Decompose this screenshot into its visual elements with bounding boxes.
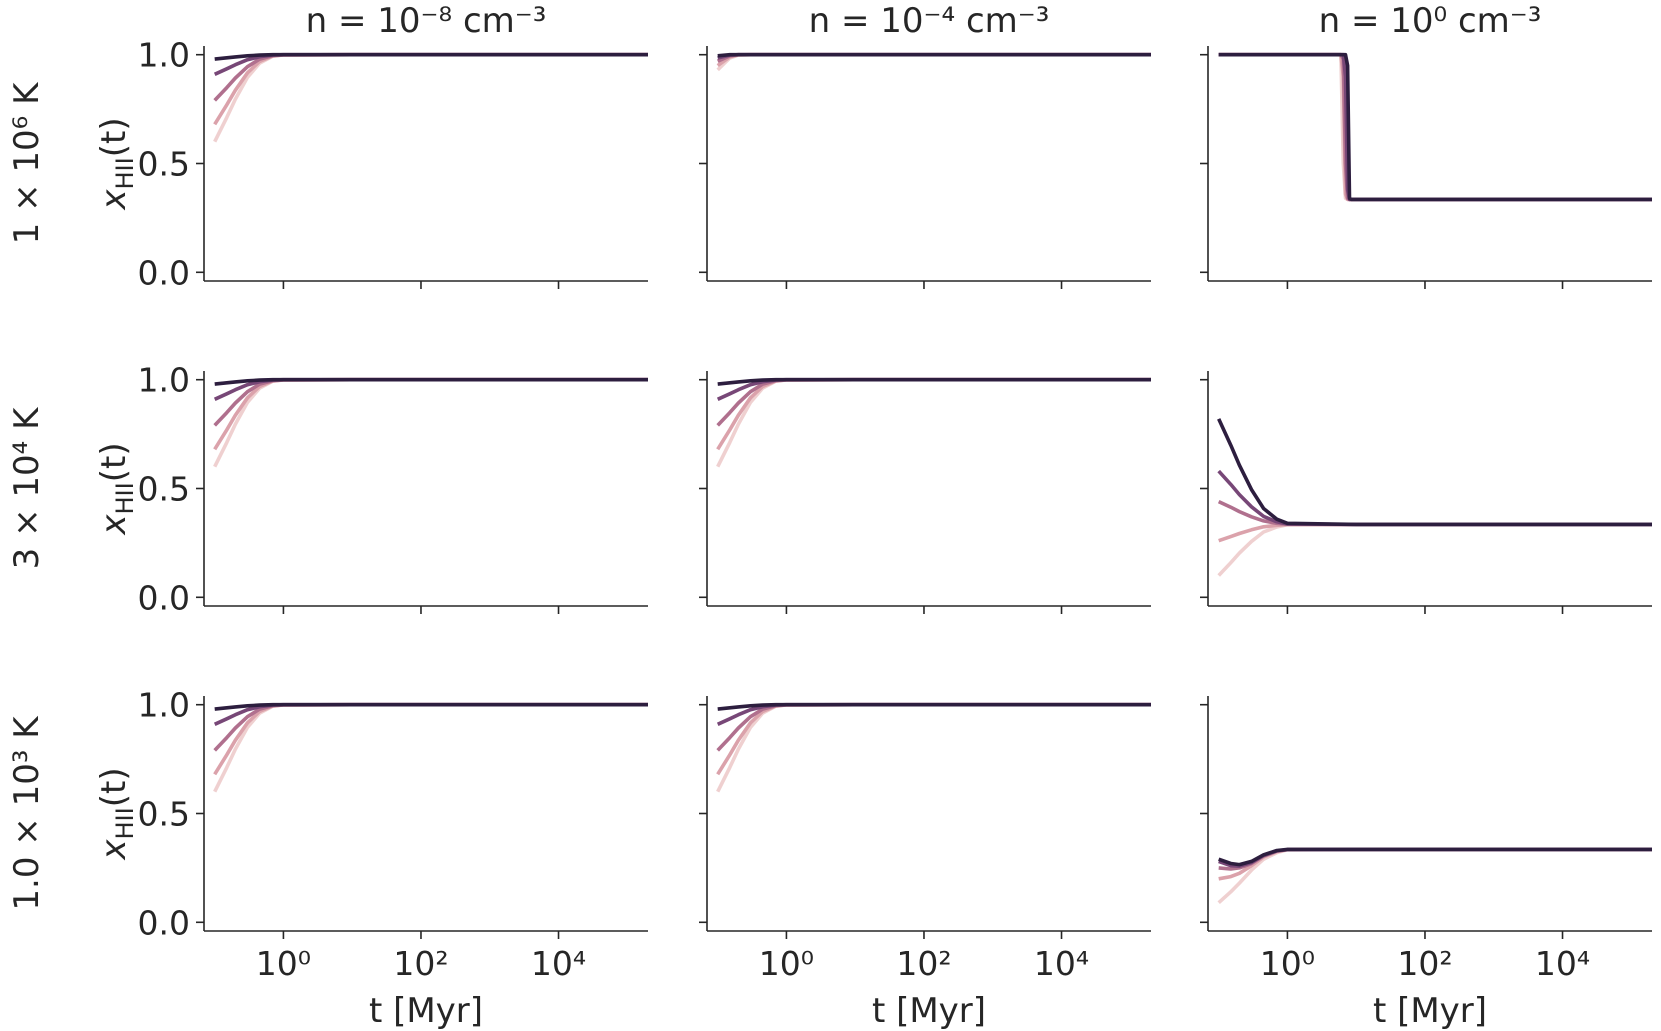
- series-line: [716, 702, 1151, 726]
- y-axis-label: xHII(t): [94, 117, 139, 210]
- y-axis-label-sub: HII: [111, 157, 139, 189]
- y-axis-label-base: x: [94, 514, 134, 536]
- series-line: [213, 377, 648, 468]
- y-tick-label: 1.0: [138, 361, 190, 400]
- y-axis-label: xHII(t): [94, 767, 139, 860]
- y-axis-label: xHII(t): [94, 442, 139, 535]
- series-line: [716, 377, 1151, 451]
- x-tick-label: 10²: [1397, 944, 1452, 983]
- y-axis-label-rest: (t): [94, 767, 134, 807]
- series-line: [716, 377, 1151, 401]
- x-tick-label: 10⁴: [1034, 944, 1089, 983]
- series-line: [1218, 52, 1652, 202]
- series-line: [213, 377, 648, 451]
- series-line: [213, 377, 648, 427]
- y-tick-label: 0.5: [138, 795, 190, 834]
- series-line: [213, 702, 648, 726]
- row-label: 1.0 × 10³ K: [7, 715, 47, 911]
- series-line: [213, 52, 648, 102]
- series-line: [213, 52, 648, 126]
- series-line: [1218, 847, 1652, 867]
- y-axis-label-sub: HII: [111, 807, 139, 839]
- series-line: [717, 702, 1151, 711]
- series-line: [717, 52, 1151, 58]
- series-line: [213, 702, 648, 752]
- y-axis-label-rest: (t): [94, 442, 134, 482]
- y-tick-label: 0.0: [138, 253, 190, 292]
- y-tick-label: 0.5: [138, 470, 190, 509]
- x-tick-label: 10⁰: [1260, 944, 1315, 983]
- series-line: [214, 52, 648, 61]
- series-line: [1218, 52, 1652, 202]
- column-title: n = 10⁻⁸ cm⁻³: [306, 1, 547, 41]
- series-line: [214, 702, 648, 711]
- y-axis-label-rest: (t): [94, 117, 134, 157]
- series-line: [716, 377, 1151, 427]
- y-tick-label: 0.5: [138, 145, 190, 184]
- x-axis-label: t [Myr]: [1373, 991, 1487, 1031]
- series-line: [1217, 469, 1652, 527]
- x-tick-label: 10²: [393, 944, 448, 983]
- y-axis-label-sub: HII: [111, 482, 139, 514]
- series-line: [213, 702, 648, 776]
- series-line: [1218, 52, 1652, 202]
- y-tick-label: 0.0: [138, 578, 190, 617]
- series-line: [716, 52, 1151, 72]
- y-tick-label: 0.0: [138, 903, 190, 942]
- series-line: [1218, 52, 1652, 202]
- series-line: [716, 702, 1151, 793]
- series-line: [716, 702, 1151, 752]
- column-title: n = 10⁻⁴ cm⁻³: [809, 1, 1050, 41]
- column-title: n = 10⁰ cm⁻³: [1319, 1, 1542, 41]
- x-axis-label: t [Myr]: [369, 991, 483, 1031]
- y-tick-label: 1.0: [138, 686, 190, 725]
- series-line: [213, 702, 648, 793]
- row-label: 1 × 10⁶ K: [7, 81, 47, 244]
- x-tick-label: 10²: [896, 944, 951, 983]
- series-line: [213, 52, 648, 143]
- series-line: [717, 377, 1151, 386]
- series-line: [1217, 522, 1652, 577]
- series-line: [214, 377, 648, 386]
- series-line: [213, 377, 648, 401]
- x-tick-label: 10⁰: [759, 944, 814, 983]
- series-line: [1217, 418, 1652, 527]
- y-axis-label-base: x: [94, 839, 134, 861]
- y-tick-label: 1.0: [138, 36, 190, 75]
- row-label: 3 × 10⁴ K: [7, 406, 47, 569]
- series-line: [1218, 52, 1652, 202]
- series-line: [1217, 847, 1652, 905]
- series-line: [716, 377, 1151, 468]
- series-line: [716, 702, 1151, 776]
- series-line: [213, 52, 648, 76]
- y-axis-label-base: x: [94, 189, 134, 211]
- series-line: [1218, 847, 1652, 881]
- x-axis-label: t [Myr]: [872, 991, 986, 1031]
- x-tick-label: 10⁴: [1535, 944, 1590, 983]
- x-tick-label: 10⁰: [256, 944, 311, 983]
- x-tick-label: 10⁴: [531, 944, 586, 983]
